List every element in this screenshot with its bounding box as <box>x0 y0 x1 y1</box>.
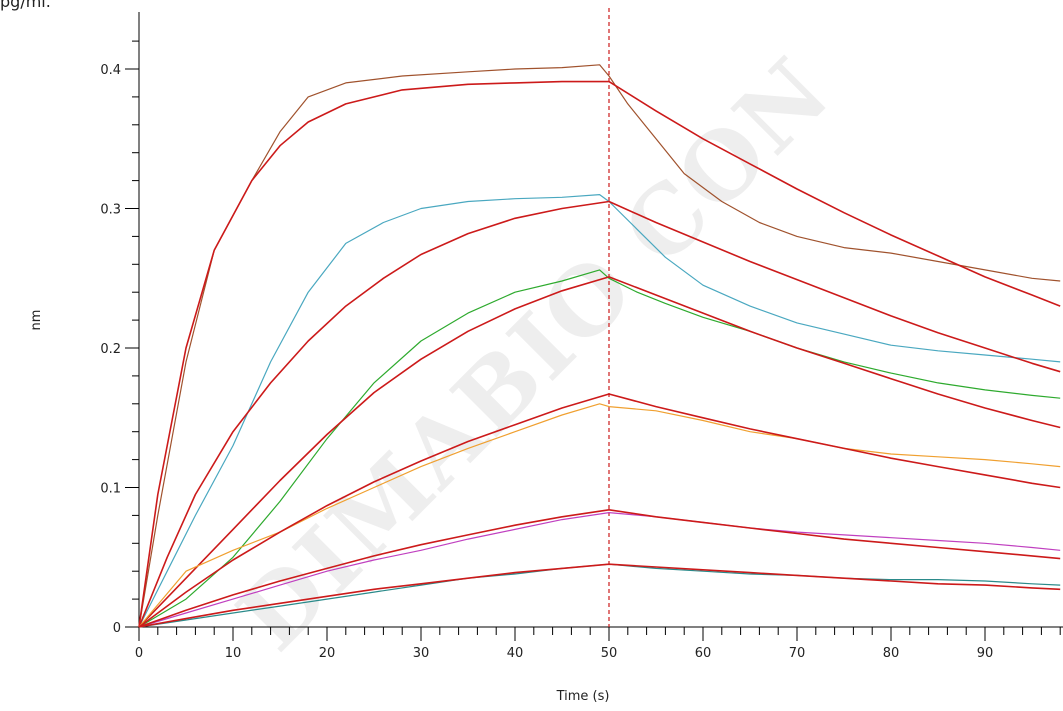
data-curve-0 <box>138 64 1061 628</box>
axes: 0 0.1 0.2 0.3 0.4 0 10 20 30 40 50 60 70 80 90 <box>100 8 1063 661</box>
fit-curve-5 <box>138 276 1061 628</box>
fit-curve-9 <box>138 508 1061 628</box>
series-layer <box>138 64 1061 628</box>
data-curve-6 <box>138 403 1061 628</box>
fit-curve-3 <box>138 200 1061 628</box>
data-curve-8 <box>138 511 1061 628</box>
x-tick-label: 20 <box>319 646 336 661</box>
data-curve-4 <box>138 269 1061 628</box>
y-tick-label: 0.2 <box>100 342 121 357</box>
fit-curve-1 <box>138 80 1061 628</box>
x-tick-label: 30 <box>413 646 430 661</box>
data-curve-10 <box>138 563 1061 628</box>
x-tick-label: 80 <box>883 646 900 661</box>
x-tick-label: 40 <box>507 646 524 661</box>
x-tick-label: 0 <box>135 646 143 661</box>
y-tick-label: 0.4 <box>100 63 121 78</box>
fit-curve-11 <box>138 563 1061 628</box>
x-tick-label: 90 <box>977 646 994 661</box>
y-tick-label: 0 <box>113 621 121 636</box>
y-axis-label: nm <box>29 310 44 331</box>
x-tick-label: 70 <box>789 646 806 661</box>
fit-curve-7 <box>138 393 1061 628</box>
data-curve-2 <box>138 194 1061 628</box>
x-tick-label: 50 <box>601 646 618 661</box>
x-tick-label: 10 <box>225 646 242 661</box>
y-tick-label: 0.3 <box>100 203 121 218</box>
x-tick-label: 60 <box>695 646 712 661</box>
y-tick-label: 0.1 <box>100 482 121 497</box>
header-note: pg/ml. <box>0 0 51 11</box>
x-axis-label: Time (s) <box>556 689 610 704</box>
